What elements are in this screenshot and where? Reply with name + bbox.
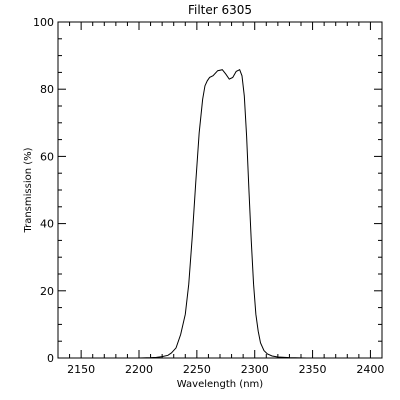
x-tick-label: 2250	[183, 363, 211, 376]
y-tick-label: 100	[33, 16, 54, 29]
x-tick-label: 2350	[299, 363, 327, 376]
x-tick-label: 2300	[241, 363, 269, 376]
x-axis-title: Wavelength (nm)	[177, 379, 263, 390]
y-tick-label: 0	[47, 352, 54, 365]
x-tick-label: 2200	[125, 363, 153, 376]
axis-ticks	[57, 21, 383, 359]
y-tick-label: 80	[40, 83, 54, 96]
y-tick-label: 20	[40, 285, 54, 298]
plot-frame	[57, 21, 383, 359]
y-tick-label: 40	[40, 218, 54, 231]
y-tick-label: 60	[40, 150, 54, 163]
tick-labels: 2150 2200 2250 2300 2350 2400 0 20 40 60 80 100	[33, 16, 384, 376]
y-axis-title: Transmission (%)	[23, 147, 34, 233]
chart-title: Filter 6305	[188, 3, 252, 17]
x-tick-label: 2150	[67, 363, 95, 376]
transmission-curve	[138, 69, 307, 359]
x-tick-label: 2400	[356, 363, 384, 376]
